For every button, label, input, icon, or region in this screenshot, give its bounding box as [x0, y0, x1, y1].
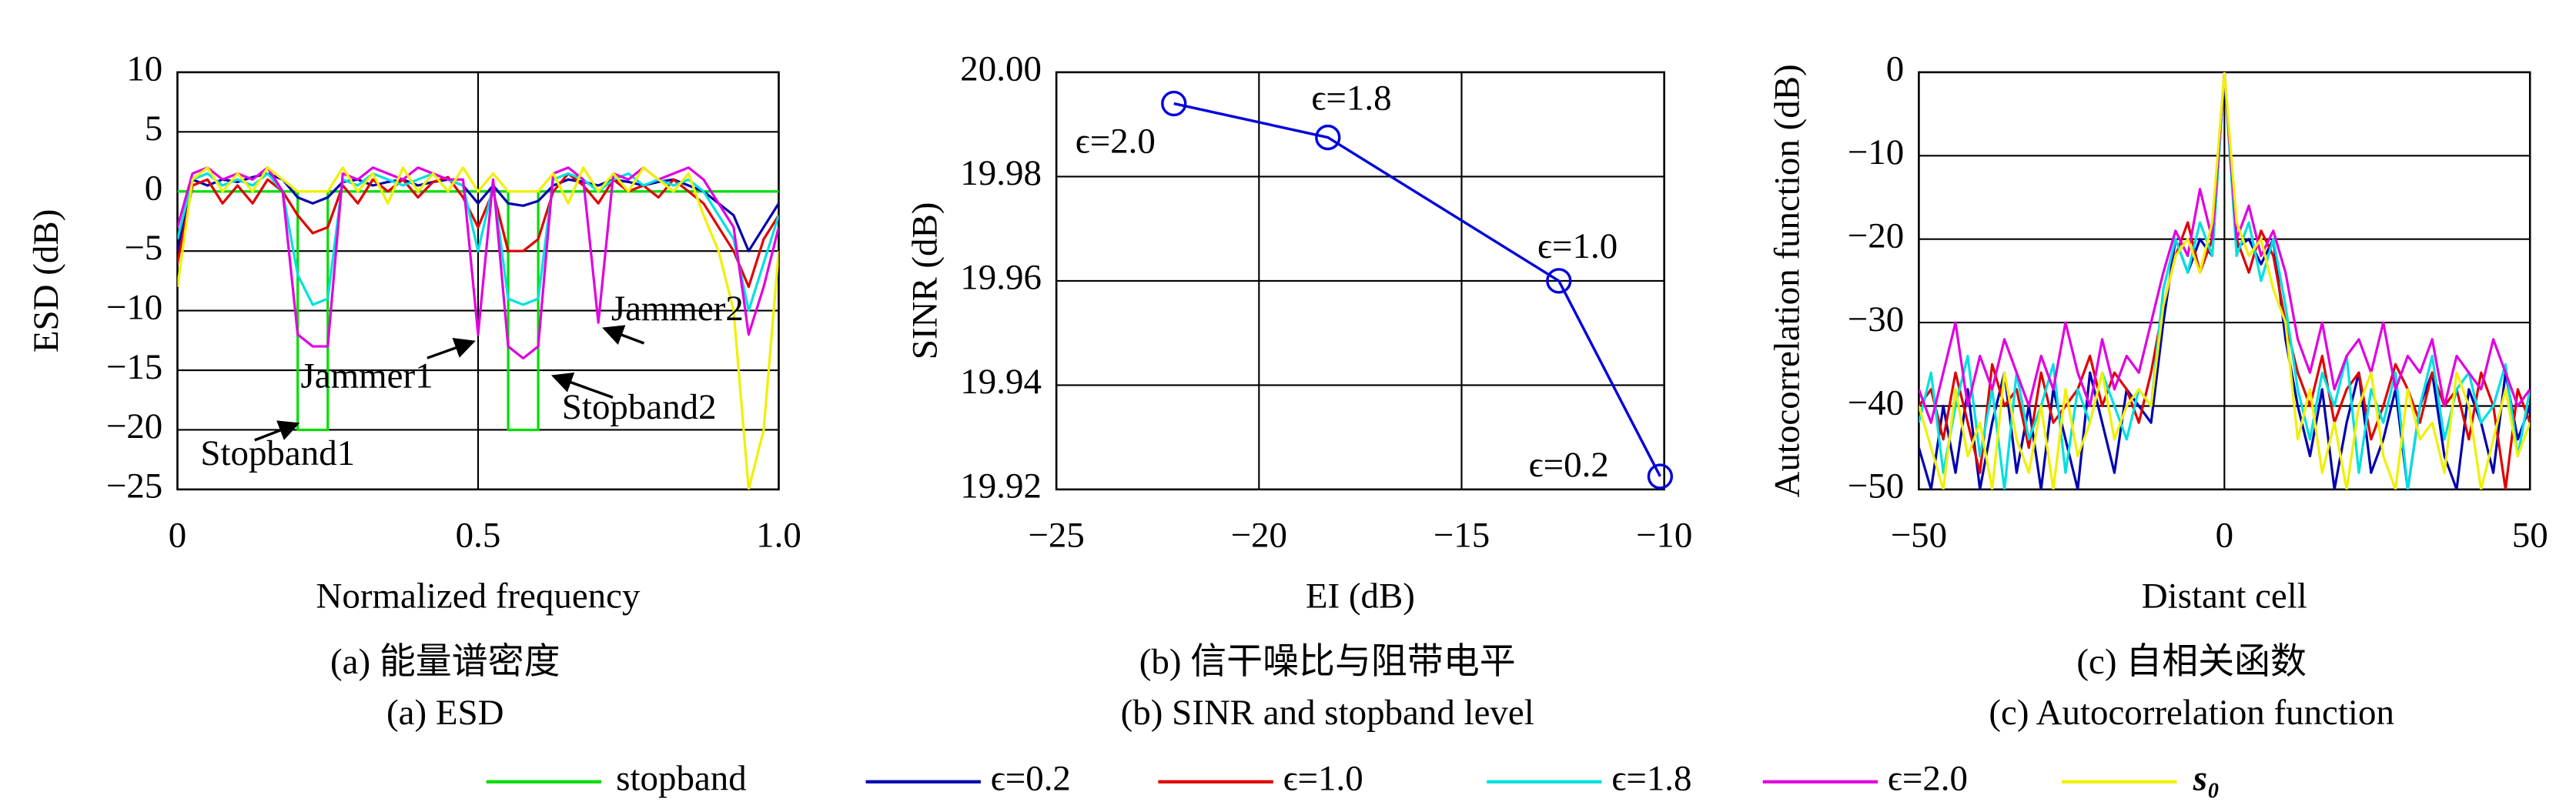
annotation: Jammer2: [611, 289, 744, 329]
y-tick-label: −10: [106, 287, 162, 327]
plot-frame: [1055, 71, 1665, 491]
subplot: 0 −10 −20 −30 −40 −50 −50 0 50 Distant cell Autoco…: [1768, 49, 2548, 733]
series-group: [1919, 72, 2531, 490]
series-line: [1919, 72, 2531, 490]
legend-label: stopband: [616, 759, 746, 799]
legend-label: ϵ=1.0: [1283, 759, 1363, 799]
point-label: ϵ=0.2: [1529, 445, 1609, 485]
y-axis-label: ESD (dB): [26, 209, 66, 353]
legend-label: s₀: [2193, 759, 2220, 799]
y-tick-label: 0: [1886, 49, 1904, 89]
x-tick-label: −25: [1028, 516, 1084, 556]
series-line: [1919, 72, 2531, 490]
data-point: [1647, 463, 1674, 490]
series-line: [177, 166, 779, 490]
x-axis-label: EI (dB): [1306, 576, 1415, 617]
caption: (b) 信干噪比与阻带电平: [1139, 642, 1516, 682]
series-group: [1173, 102, 1661, 477]
x-tick-label: 0: [169, 516, 186, 556]
series-line: [1919, 72, 2531, 490]
annotation-arrow: [254, 420, 300, 442]
y-tick-label: 5: [145, 109, 162, 149]
x-tick-label: −50: [1891, 516, 1947, 556]
x-tick-label: 50: [2512, 516, 2548, 556]
data-point: [1161, 90, 1187, 117]
point-label: ϵ=2.0: [1076, 122, 1156, 162]
series-line: [177, 166, 779, 360]
subplot: 19.92 19.94 19.96 19.98 20.00 −25 −20 −15 −10 EI …: [905, 49, 1692, 733]
annotation: Stopband2: [562, 387, 717, 427]
y-tick-label: 0: [145, 169, 162, 209]
y-tick-label: −15: [106, 347, 162, 387]
annotation: Jammer1: [301, 356, 433, 396]
legend-label: ϵ=2.0: [1888, 759, 1968, 799]
y-tick-label: 20.00: [960, 49, 1042, 89]
y-tick-label: −5: [124, 228, 162, 268]
x-tick-label: −15: [1434, 516, 1490, 556]
data-point: [1315, 124, 1341, 151]
legend: stopband ϵ=0.2 ϵ=1.0 ϵ=1.8 ϵ=2.0 s₀: [486, 759, 2220, 799]
series-line: [1919, 72, 2531, 424]
annotations: Jammer2 Jammer1 Stopband2 Stopband1: [200, 289, 744, 473]
y-tick-label: 19.94: [960, 362, 1042, 402]
caption-english: (b) SINR and stopband level: [1121, 693, 1534, 733]
x-tick-label: 0.5: [456, 516, 501, 556]
y-tick-label: −30: [1848, 299, 1904, 339]
y-tick-label: 10: [126, 49, 162, 89]
annotation-arrow: [602, 325, 645, 345]
series-group: [177, 166, 779, 490]
caption: (c) 自相关函数: [2076, 642, 2307, 682]
series-line: [1173, 102, 1661, 477]
legend-label: ϵ=0.2: [991, 759, 1071, 799]
x-tick-label: 1.0: [756, 516, 801, 556]
y-tick-label: 19.98: [960, 153, 1042, 193]
y-tick-label: 19.92: [960, 466, 1042, 506]
y-tick-label: −10: [1848, 132, 1904, 172]
y-tick-label: −20: [106, 406, 162, 446]
caption: (a) 能量谱密度: [330, 642, 560, 682]
x-axis-label: Normalized frequency: [316, 576, 641, 617]
y-tick-label: −50: [1848, 466, 1904, 506]
annotation: Stopband1: [200, 433, 355, 473]
annotation-arrow: [550, 372, 614, 399]
x-tick-label: 0: [2216, 516, 2233, 556]
y-tick-label: −25: [106, 466, 162, 506]
data-point: [1546, 268, 1572, 294]
point-label: ϵ=1.0: [1537, 226, 1618, 266]
point-label: ϵ=1.8: [1311, 78, 1391, 118]
y-tick-label: −40: [1848, 383, 1904, 423]
x-tick-label: −10: [1636, 516, 1692, 556]
caption-english: (a) ESD: [386, 693, 504, 733]
series-line: [177, 172, 779, 252]
y-tick-label: 19.96: [960, 258, 1042, 298]
y-axis-label: Autocorrelation function (dB): [1768, 64, 1808, 497]
caption-english: (c) Autocorrelation function: [1989, 693, 2394, 733]
x-tick-label: −20: [1231, 516, 1287, 556]
x-axis-label: Distant cell: [2142, 576, 2307, 617]
y-tick-label: −20: [1848, 216, 1904, 256]
legend-label: ϵ=1.8: [1611, 759, 1691, 799]
y-axis-label: SINR (dB): [905, 202, 945, 360]
annotation-arrow: [427, 338, 476, 359]
